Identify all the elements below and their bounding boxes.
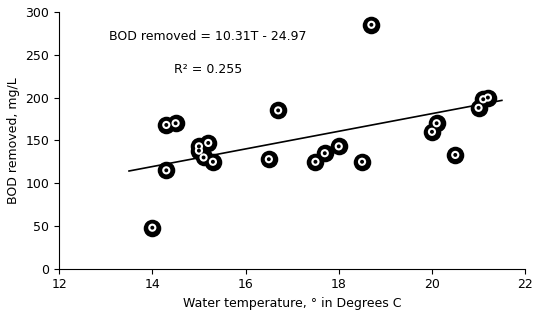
Point xyxy=(274,108,282,113)
Point xyxy=(367,22,376,27)
Point xyxy=(265,157,273,162)
Point xyxy=(334,144,343,149)
Point xyxy=(265,157,273,162)
Point xyxy=(194,144,203,149)
Point xyxy=(428,129,436,134)
Point xyxy=(171,121,180,126)
Point xyxy=(148,225,157,230)
Point xyxy=(320,151,329,156)
Point xyxy=(428,129,436,134)
Point xyxy=(474,105,483,110)
Point xyxy=(199,155,208,160)
Point xyxy=(479,97,488,102)
Point xyxy=(433,121,441,126)
Point xyxy=(204,140,213,146)
Point xyxy=(367,22,376,27)
Point xyxy=(208,159,217,164)
Point xyxy=(320,151,329,156)
Point xyxy=(479,97,488,102)
Point xyxy=(194,144,203,149)
Point xyxy=(274,108,282,113)
Point xyxy=(208,159,217,164)
Point xyxy=(162,168,171,173)
Point xyxy=(274,108,282,113)
Point xyxy=(334,144,343,149)
Point xyxy=(451,152,460,158)
Point xyxy=(474,105,483,110)
Text: R² = 0.255: R² = 0.255 xyxy=(174,63,242,76)
Point xyxy=(311,159,320,164)
Point xyxy=(204,140,213,146)
Point xyxy=(162,122,171,127)
Point xyxy=(171,121,180,126)
Point xyxy=(162,168,171,173)
Point xyxy=(433,121,441,126)
Point xyxy=(199,155,208,160)
Y-axis label: BOD removed, mg/L: BOD removed, mg/L xyxy=(7,77,20,204)
Point xyxy=(484,95,492,100)
Point xyxy=(357,159,366,164)
Point xyxy=(451,152,460,158)
Point xyxy=(357,159,366,164)
X-axis label: Water temperature, ° in Degrees C: Water temperature, ° in Degrees C xyxy=(183,297,401,310)
Point xyxy=(148,225,157,230)
Point xyxy=(484,95,492,100)
Point xyxy=(311,159,320,164)
Point xyxy=(162,122,171,127)
Point xyxy=(484,95,492,100)
Point xyxy=(320,151,329,156)
Point xyxy=(162,168,171,173)
Point xyxy=(479,97,488,102)
Point xyxy=(208,159,217,164)
Point xyxy=(367,22,376,27)
Point xyxy=(148,225,157,230)
Point xyxy=(474,105,483,110)
Point xyxy=(199,155,208,160)
Text: BOD removed = 10.31T - 24.97: BOD removed = 10.31T - 24.97 xyxy=(110,30,307,43)
Point xyxy=(334,144,343,149)
Point xyxy=(162,122,171,127)
Point xyxy=(194,144,203,149)
Point xyxy=(311,159,320,164)
Point xyxy=(194,148,203,153)
Point xyxy=(428,129,436,134)
Point xyxy=(204,140,213,146)
Point xyxy=(265,157,273,162)
Point xyxy=(433,121,441,126)
Point xyxy=(194,148,203,153)
Point xyxy=(171,121,180,126)
Point xyxy=(194,148,203,153)
Point xyxy=(451,152,460,158)
Point xyxy=(357,159,366,164)
